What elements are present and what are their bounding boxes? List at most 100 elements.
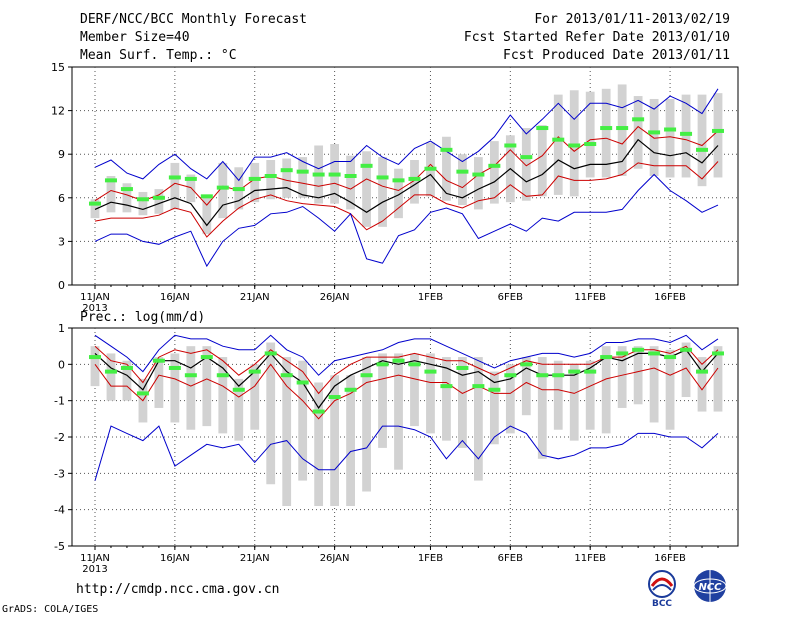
- temp-xtick-label: 21JAN: [240, 292, 270, 303]
- prec-ytick-label: -4: [54, 504, 65, 517]
- prec-spread-box: [170, 353, 180, 423]
- prec-spread-box: [458, 357, 467, 448]
- temp-spread-box: [250, 162, 260, 203]
- prec-spread-box: [601, 346, 611, 434]
- ncc-logo-text: NCC: [698, 582, 722, 593]
- prec-spread-box: [649, 346, 659, 423]
- temp-ytick-label: 12: [51, 105, 65, 118]
- temp-observed-mark: [376, 175, 389, 180]
- prec-observed-mark: [152, 358, 165, 363]
- prec-observed-mark: [632, 347, 645, 352]
- temp-observed-mark: [344, 174, 357, 178]
- temp-ytick-label: 6: [58, 192, 65, 205]
- temp-xtick-label: 6FEB: [498, 292, 523, 303]
- prec-spread-box: [346, 375, 355, 507]
- source-url[interactable]: http://cmdp.ncc.cma.gov.cn: [76, 582, 280, 597]
- prec-spread-box: [585, 360, 595, 430]
- prec-xtick-label: 16JAN: [160, 553, 190, 564]
- temp-spread-box: [713, 93, 723, 178]
- prec-observed-mark: [360, 373, 373, 378]
- prec-observed-mark: [648, 351, 661, 356]
- temp-spread-box: [665, 98, 675, 178]
- temp-xtick-label: 16FEB: [654, 292, 686, 303]
- prec-spread-box: [553, 360, 563, 430]
- prec-spread-box: [426, 353, 435, 434]
- prec-observed-mark: [120, 365, 133, 370]
- prec-observed-mark: [392, 358, 405, 363]
- temp-lower-line: [94, 161, 719, 238]
- prec-upper-line: [94, 345, 719, 395]
- temp-min-line: [94, 173, 719, 268]
- prec-spread-box: [218, 357, 228, 434]
- temp-observed-mark: [632, 117, 645, 122]
- temp-spread-box: [633, 96, 643, 169]
- temp-spread-box: [282, 158, 292, 198]
- temp-spread-box: [346, 155, 355, 210]
- prec-observed-mark: [89, 355, 101, 360]
- temp-observed-mark: [104, 178, 117, 183]
- prec-spread-box: [202, 346, 212, 427]
- temp-mean-line: [94, 138, 719, 227]
- prec-spread-box: [90, 346, 100, 387]
- temp-spread-box: [154, 189, 164, 214]
- prec-spread-box: [106, 353, 116, 401]
- variable-label: Mean Surf. Temp.: °C: [80, 48, 237, 63]
- prec-observed-mark: [200, 355, 213, 360]
- prec-observed-mark: [696, 369, 709, 374]
- temp-observed-mark: [504, 143, 517, 148]
- prec-observed-mark: [232, 387, 245, 392]
- temp-spread-box: [649, 98, 659, 176]
- prec-spread-box: [537, 357, 547, 459]
- prec-observed-mark: [104, 369, 117, 374]
- temp-observed-mark: [568, 143, 581, 148]
- temp-observed-mark: [280, 168, 293, 173]
- prec-spread-box: [473, 357, 483, 481]
- prec-observed-mark: [536, 373, 549, 378]
- prec-observed-mark: [616, 351, 629, 356]
- prec-spread-box: [442, 357, 451, 441]
- temp-observed-mark: [184, 176, 197, 181]
- temp-spread-box: [138, 191, 148, 216]
- temp-observed-mark: [520, 155, 533, 160]
- temp-xtick-label: 26JAN: [320, 292, 350, 303]
- prec-ytick-label: 1: [58, 322, 65, 335]
- temp-spread-box: [298, 157, 308, 198]
- prec-observed-mark: [184, 373, 197, 378]
- temp-spread-box: [122, 183, 132, 213]
- temp-spread-box: [553, 94, 563, 195]
- prec-observed-mark: [424, 369, 437, 374]
- temp-spread-box: [378, 157, 387, 227]
- prec-observed-mark: [712, 351, 724, 356]
- prec-lower-line: [94, 363, 719, 420]
- bcc-logo-text: BCC: [652, 599, 672, 608]
- temp-observed-mark: [89, 201, 101, 206]
- temp-spread-box: [170, 162, 180, 210]
- bcc-logo: BCC: [648, 570, 676, 608]
- prec-observed-mark: [552, 373, 565, 378]
- temp-observed-mark: [648, 130, 661, 135]
- prec-ytick-label: 0: [58, 358, 65, 371]
- grads-credit: GrADS: COLA/IGES: [2, 604, 99, 615]
- temp-observed-mark: [408, 176, 421, 181]
- prec-spread-box: [521, 357, 531, 416]
- prec-min-line: [94, 425, 719, 481]
- prec-spread-box: [186, 346, 196, 430]
- prec-observed-mark: [504, 373, 517, 378]
- temp-spread-box: [362, 151, 371, 227]
- prec-observed-mark: [520, 362, 533, 367]
- prec-spread-box: [569, 364, 579, 441]
- prec-observed-mark: [408, 362, 421, 367]
- temp-spread-box: [601, 88, 611, 178]
- prec-observed-mark: [680, 347, 693, 352]
- prec-spread-box: [697, 357, 707, 412]
- prec-spread-box: [330, 375, 340, 507]
- temp-observed-mark: [120, 187, 133, 192]
- prec-observed-mark: [440, 384, 453, 389]
- prec-xtick-label: 21JAN: [240, 553, 270, 564]
- prec-spread-box: [298, 360, 308, 481]
- temp-observed-mark: [456, 169, 469, 174]
- prec-observed-mark: [168, 365, 181, 370]
- temp-max-line: [94, 88, 719, 182]
